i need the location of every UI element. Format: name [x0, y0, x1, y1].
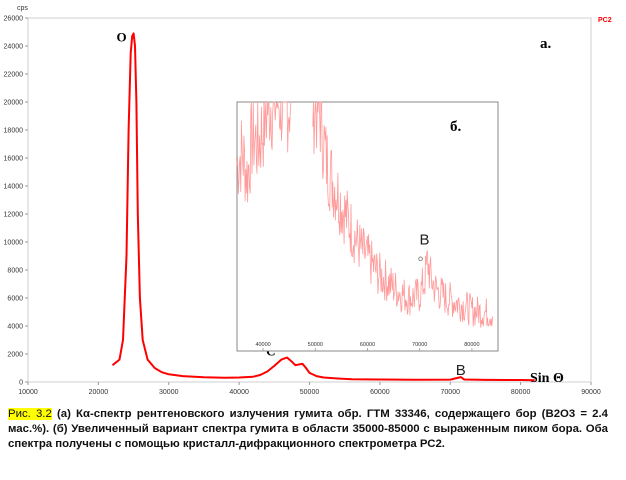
inset-peak-marker	[418, 256, 423, 261]
x-tick-label: 20000	[89, 389, 109, 396]
y-tick-label: 2000	[7, 352, 23, 359]
y-tick-label: 6000	[7, 296, 23, 303]
x-tick-label: 50000	[300, 389, 320, 396]
series-label: PC2	[598, 17, 612, 24]
figure-label: Рис. 3.2	[8, 408, 52, 420]
spectrum-figure: 10000 20000 30000 40000 50000 60000 70000 80000…	[4, 5, 612, 396]
inset-chart-frame	[236, 101, 499, 352]
x-tick-label: 80000	[511, 389, 531, 396]
x-tick-label: 70000	[441, 389, 461, 396]
y-tick-label: 16000	[4, 156, 24, 163]
y-tick-label: 4000	[7, 324, 23, 331]
panel-label-a: a.	[540, 36, 552, 52]
y-tick-label: 24000	[4, 44, 24, 51]
inset-x-tick-label: 60000	[360, 342, 375, 348]
y-tick-label: 12000	[4, 212, 24, 219]
y-tick-label: 20000	[4, 100, 24, 107]
y-unit-label: cps	[17, 5, 28, 12]
inset-series-line	[236, 101, 493, 328]
caption-text: (а) Кα-спектр рентгеновского излучения г…	[8, 408, 608, 450]
figure-caption: Рис. 3.2 (а) Кα-спектр рентгеновского из…	[8, 407, 608, 452]
x-tick-label: 40000	[229, 389, 249, 396]
panel-label-b: б.	[450, 119, 462, 135]
x-axis-label: Sin Θ	[530, 371, 564, 386]
inset-peak-label-b: B	[420, 232, 430, 249]
x-tick-label: 10000	[18, 389, 38, 396]
y-tick-label: 0	[19, 380, 23, 387]
x-tick-label: 90000	[581, 389, 601, 396]
y-tick-label: 18000	[4, 128, 24, 135]
y-tick-label: 14000	[4, 184, 24, 191]
series-line-pc2	[111, 32, 535, 382]
y-tick-label: 8000	[7, 268, 23, 275]
peak-label-o: O	[117, 29, 127, 44]
x-tick-label: 60000	[370, 389, 390, 396]
y-tick-label: 10000	[4, 240, 24, 247]
inset-x-tick-label: 80000	[464, 342, 479, 348]
y-tick-label: 22000	[4, 72, 24, 79]
inset-x-tick-label: 50000	[308, 342, 323, 348]
peak-label-b: B	[456, 362, 466, 379]
x-tick-label: 30000	[159, 389, 179, 396]
inset-x-tick-label: 70000	[412, 342, 427, 348]
inset-x-tick-label: 40000	[255, 342, 270, 348]
y-tick-label: 26000	[4, 16, 24, 23]
